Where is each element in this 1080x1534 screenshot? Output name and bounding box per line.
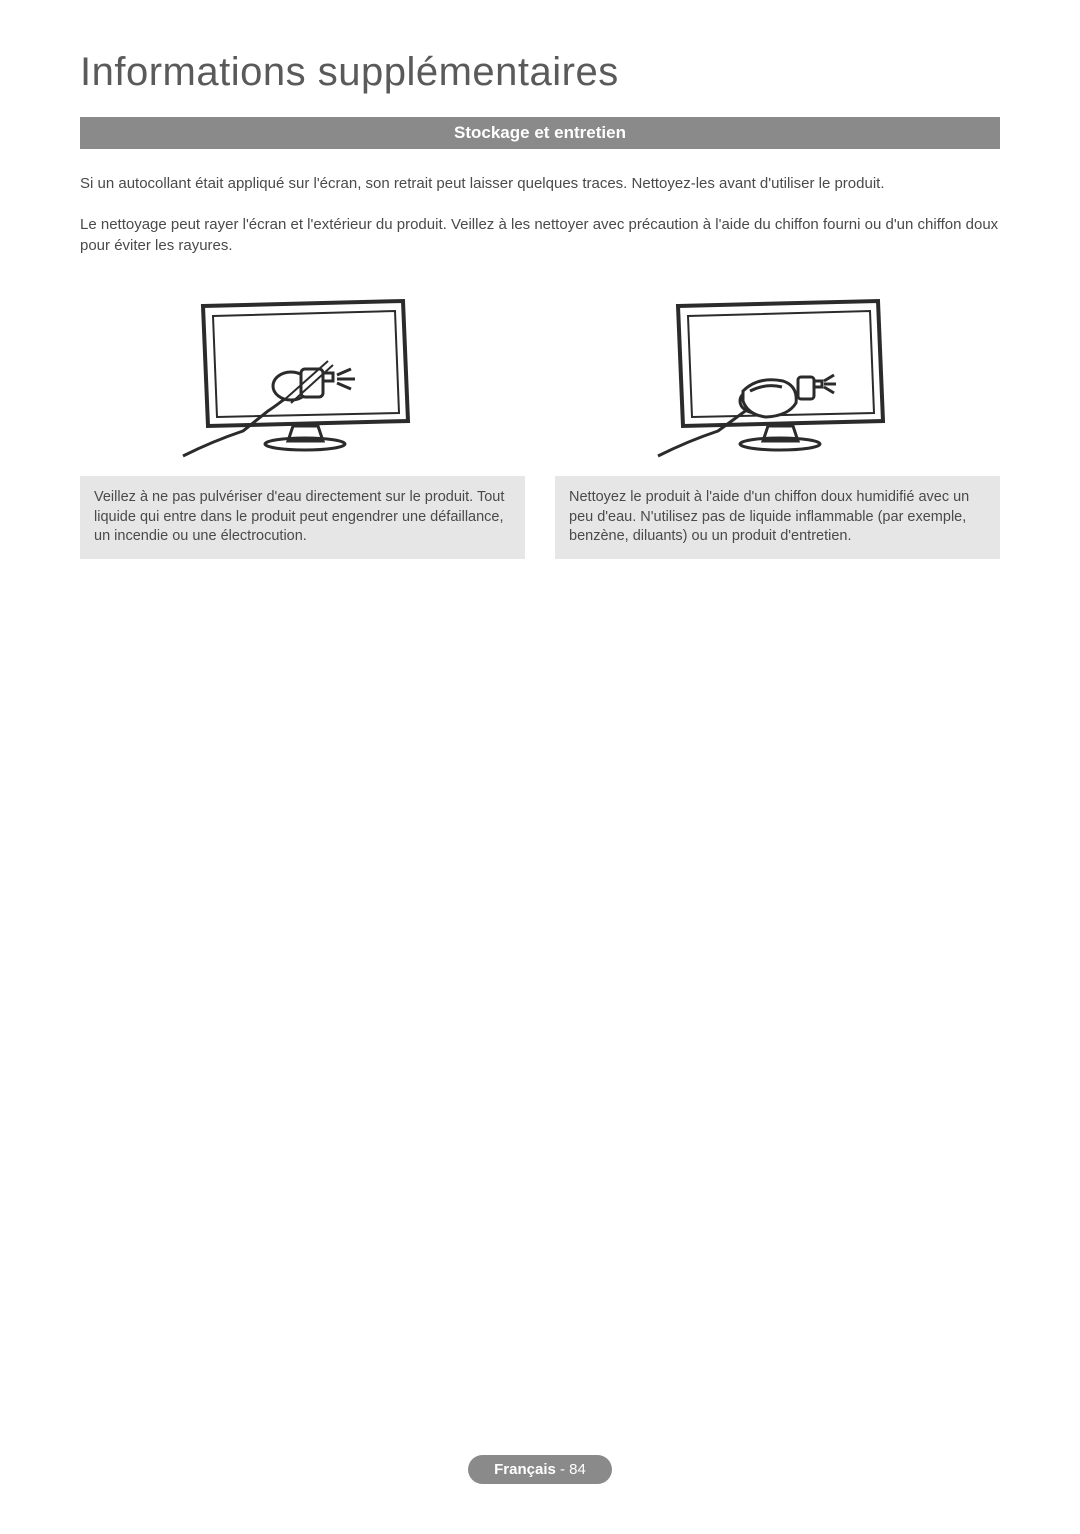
footer-page-number: 84 xyxy=(569,1461,586,1478)
page-number-pill: Français - 84 xyxy=(468,1455,612,1484)
right-column: Nettoyez le produit à l'aide d'un chiffo… xyxy=(555,286,1000,559)
intro-paragraph-2: Le nettoyage peut rayer l'écran et l'ext… xyxy=(80,214,1000,256)
footer-language: Français xyxy=(494,1461,556,1478)
intro-paragraph-1: Si un autocollant était appliqué sur l'é… xyxy=(80,173,1000,194)
page-footer: Français - 84 xyxy=(80,1455,1000,1494)
page-title: Informations supplémentaires xyxy=(80,50,1000,95)
left-column: Veillez à ne pas pulvériser d'eau direct… xyxy=(80,286,525,559)
left-caption: Veillez à ne pas pulvériser d'eau direct… xyxy=(80,476,525,559)
right-illustration xyxy=(555,286,1000,466)
illustration-columns: Veillez à ne pas pulvériser d'eau direct… xyxy=(80,286,1000,559)
no-spray-icon xyxy=(173,291,433,461)
left-illustration xyxy=(80,286,525,466)
section-heading-bar: Stockage et entretien xyxy=(80,117,1000,149)
footer-separator: - xyxy=(556,1461,569,1478)
right-caption: Nettoyez le produit à l'aide d'un chiffo… xyxy=(555,476,1000,559)
cloth-spray-icon xyxy=(648,291,908,461)
